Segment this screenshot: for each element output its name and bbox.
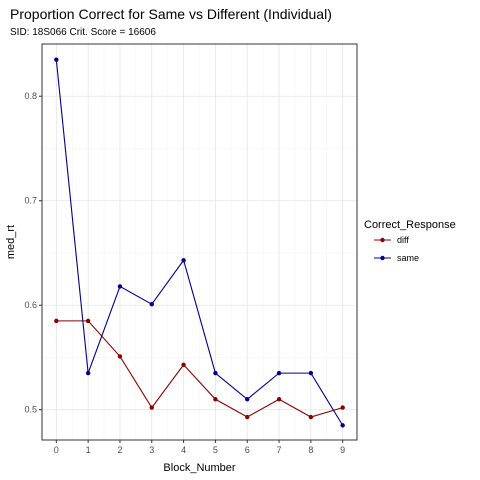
x-tick-label: 6: [245, 445, 250, 455]
y-tick-label: 0.6: [24, 300, 37, 310]
point-diff-5: [213, 397, 218, 402]
point-same-2: [117, 284, 123, 289]
plot-panel-border: [41, 43, 358, 441]
legend-key-point-same: [380, 255, 385, 261]
point-diff-1: [85, 318, 91, 324]
point-same-4: [181, 258, 186, 263]
x-tick-label: 9: [340, 445, 345, 455]
legend-label-diff: diff: [397, 235, 409, 245]
x-tick-label: 8: [308, 445, 313, 455]
legend: Correct_Response diff same: [364, 219, 456, 263]
point-diff-3: [149, 405, 154, 410]
data-layer: [54, 57, 345, 428]
y-tick-label: 0.8: [24, 91, 37, 101]
series-line-same: [55, 59, 344, 426]
point-same-3: [149, 301, 154, 307]
point-same-6: [245, 397, 250, 402]
x-tick-label: 3: [149, 445, 154, 455]
x-axis: 0 1 2 3 4 5 6 7 8 9: [54, 440, 345, 455]
y-tick-label: 0.7: [24, 196, 37, 206]
point-diff-0: [54, 318, 59, 324]
point-same-8: [308, 370, 314, 376]
point-diff-2: [117, 354, 123, 359]
x-tick-label: 2: [117, 445, 122, 455]
point-same-1: [85, 370, 91, 376]
grid: [42, 44, 357, 440]
point-diff-4: [181, 362, 186, 367]
point-diff-8: [308, 414, 314, 420]
y-axis-title: med_rt: [5, 225, 17, 259]
point-same-5: [213, 370, 218, 376]
x-tick-label: 7: [277, 445, 282, 455]
point-same-7: [276, 370, 282, 376]
y-tick-label: 0.5: [24, 405, 37, 415]
point-same-9: [340, 423, 345, 428]
x-tick-label: 5: [213, 445, 218, 455]
legend-label-same: same: [397, 253, 419, 263]
y-axis: 0.5 0.6 0.7 0.8: [24, 91, 42, 415]
chart-title: Proportion Correct for Same vs Different…: [10, 6, 332, 22]
legend-title: Correct_Response: [364, 219, 456, 231]
x-tick-label: 1: [86, 445, 91, 455]
x-axis-title: Block_Number: [163, 462, 235, 474]
chart-subtitle: SID: 18S066 Crit. Score = 16606: [10, 27, 156, 38]
x-tick-label: 4: [181, 445, 186, 455]
point-diff-6: [245, 414, 250, 420]
legend-items: diff same: [374, 235, 419, 263]
point-diff-9: [340, 405, 345, 410]
legend-key-point-diff: [380, 237, 385, 243]
point-same-0: [54, 57, 59, 62]
x-tick-label: 0: [54, 445, 59, 455]
series-line-diff: [56, 320, 343, 418]
point-diff-7: [276, 397, 282, 402]
